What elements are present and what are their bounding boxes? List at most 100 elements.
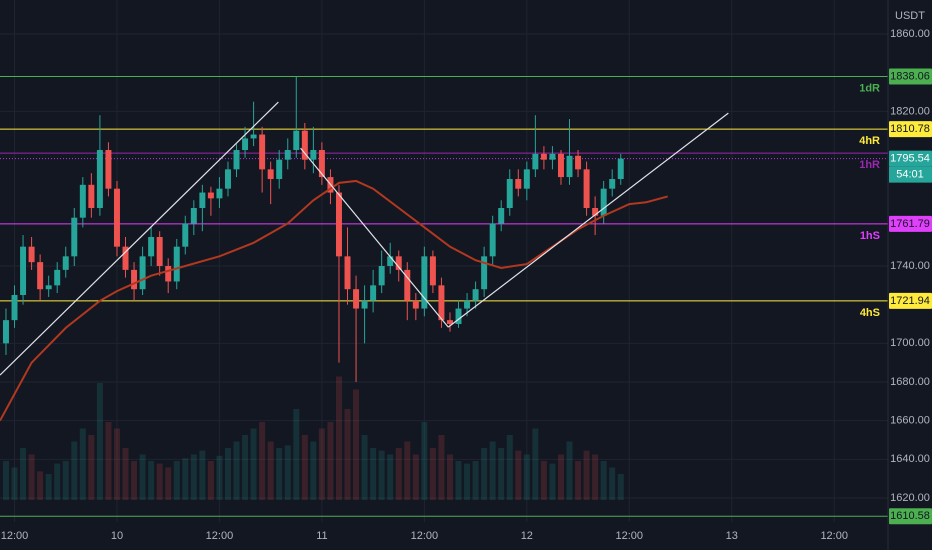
volume-bar [540,461,547,500]
volume-bar [327,422,334,500]
candle-body [233,150,240,170]
volume-bar [429,448,436,500]
volume-bar [472,461,479,500]
volume-bar [335,376,342,500]
candle-body [250,134,257,139]
candle-body [2,320,9,344]
volume-bar [498,448,505,500]
candle-body [276,159,283,180]
countdown-bg [889,166,932,183]
level-price-tag-bg [889,121,932,138]
volume-bar [438,435,445,500]
level-price-tag: 1810.78 [890,123,930,135]
candle-body [583,169,590,209]
trendline [300,147,449,328]
volume-bar [515,450,522,500]
candle-body [113,188,120,247]
candle-body [344,256,351,290]
volume-bar [165,467,172,500]
candle-body [446,320,453,325]
current-price-tag: 1795.54 [890,153,930,165]
volume-bar [45,474,52,500]
volume-bar [387,454,394,500]
candle-body [575,155,582,170]
candle-body [37,262,44,290]
volume-bar [216,455,223,500]
volume-bar [28,454,35,500]
volume-bar [361,435,368,500]
candle-body [79,184,86,218]
volume-bar [156,463,163,500]
volume-bar [378,450,385,500]
candle-body [318,150,325,178]
x-tick-label: 10 [111,530,123,542]
level-price-tag-bg [889,68,932,85]
level-label: 1hS [860,230,880,242]
candle-body [284,150,291,160]
volume-bar [20,448,27,500]
y-tick-label: 1680.00 [890,376,930,388]
x-tick-label: 12 [521,530,533,542]
x-tick-label: 12:00 [411,530,439,542]
volume-bar [11,467,18,500]
volume-bar [481,448,488,500]
volume-bar [455,461,462,500]
x-tick-label: 11 [316,530,327,542]
candle-body [310,150,317,160]
volume-bar [284,445,291,500]
volume-bar [242,435,249,500]
volume-bar [575,461,582,500]
level-price-tag: 1721.94 [890,295,930,307]
candle-body [566,155,573,178]
candle-body [557,153,564,178]
candle-body [182,223,189,247]
volume-bar [353,389,360,500]
level-price-tag-bg [889,508,932,525]
candle-body [165,266,172,282]
candle-body [506,179,513,209]
current-price-tag-bg [889,150,932,167]
volume-bar [250,428,257,500]
candle-body [148,237,155,257]
volume-bar [293,409,300,500]
candle-body [387,256,394,267]
volume-bar [96,383,103,500]
level-price-tag-bg [889,215,932,232]
volume-bar [464,463,471,500]
candle-body [540,153,547,160]
volume-bar [62,461,69,500]
y-tick-label: 1820.00 [890,105,930,117]
volume-bar [412,454,419,500]
price-axis [888,0,932,550]
candle-body [224,169,231,189]
candle-body [156,237,163,267]
candle-body [609,179,616,189]
volume-bar [592,454,599,500]
volume-bar [88,435,95,500]
candle-body [96,150,103,209]
volume-bar [54,463,61,500]
candle-body [335,192,342,257]
level-price-tag: 1838.06 [890,70,930,82]
candle-body [617,158,624,180]
candle-body [523,169,530,189]
candle-body [216,188,223,199]
candle-body [532,153,539,170]
candle-body [549,153,556,160]
volume-bar [276,448,283,500]
volume-bar [224,448,231,500]
trendline [0,101,279,376]
currency-label: USDT [895,10,925,22]
volume-bar [131,461,138,500]
x-tick-label: 13 [726,530,738,542]
candle-body [592,208,599,216]
volume-bar [105,422,112,500]
volume-bar [583,450,590,500]
volume-bar [2,461,9,500]
volume-bar [79,428,86,500]
candle-body [11,295,18,321]
level-label: 1dR [859,82,880,94]
candle-body [301,130,308,160]
volume-bar [617,474,624,500]
candle-body [438,285,445,321]
